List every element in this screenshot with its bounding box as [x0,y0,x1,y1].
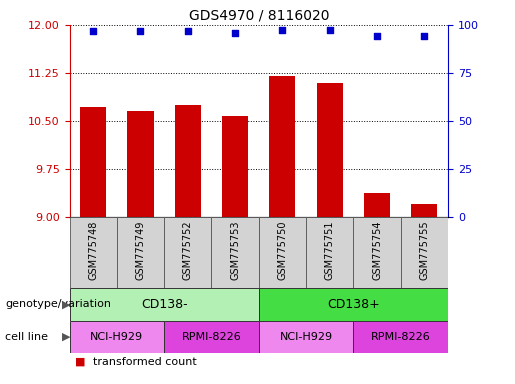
Text: ▶: ▶ [62,332,71,342]
Bar [411,204,437,217]
Bar [80,107,106,217]
Bar [164,217,212,288]
Text: GSM775754: GSM775754 [372,220,382,280]
Bar [70,217,117,288]
Point [136,28,145,34]
Bar [401,217,448,288]
Text: GSM775752: GSM775752 [183,220,193,280]
Bar [70,288,259,321]
Point [231,30,239,36]
Text: RPMI-8226: RPMI-8226 [182,332,242,342]
Bar [269,76,296,217]
Text: GSM775753: GSM775753 [230,220,240,280]
Bar [306,217,353,288]
Bar [212,217,259,288]
Text: GSM775749: GSM775749 [135,220,146,280]
Text: RPMI-8226: RPMI-8226 [371,332,431,342]
Point [325,27,334,33]
Text: GSM775755: GSM775755 [419,220,430,280]
Bar [117,217,164,288]
Bar [175,105,201,217]
Text: cell line: cell line [5,332,48,342]
Point [278,27,286,33]
Text: genotype/variation: genotype/variation [5,299,111,310]
Point [420,33,428,40]
Bar [364,193,390,217]
Text: NCI-H929: NCI-H929 [90,332,143,342]
Bar [164,321,259,353]
Text: ■: ■ [75,357,85,367]
Text: GSM775750: GSM775750 [278,220,287,280]
Text: GSM775751: GSM775751 [325,220,335,280]
Text: NCI-H929: NCI-H929 [280,332,333,342]
Bar [70,321,164,353]
Text: ▶: ▶ [62,299,71,310]
Bar [222,116,248,217]
Title: GDS4970 / 8116020: GDS4970 / 8116020 [188,8,329,22]
Text: CD138-: CD138- [141,298,187,311]
Bar [353,321,448,353]
Point [184,28,192,34]
Bar [259,288,448,321]
Text: GSM775748: GSM775748 [88,220,98,280]
Bar [128,111,153,217]
Bar [353,217,401,288]
Bar [259,217,306,288]
Bar [259,321,353,353]
Point [373,33,381,40]
Text: CD138+: CD138+ [327,298,380,311]
Text: transformed count: transformed count [93,357,196,367]
Bar [317,83,343,217]
Point [89,28,97,34]
